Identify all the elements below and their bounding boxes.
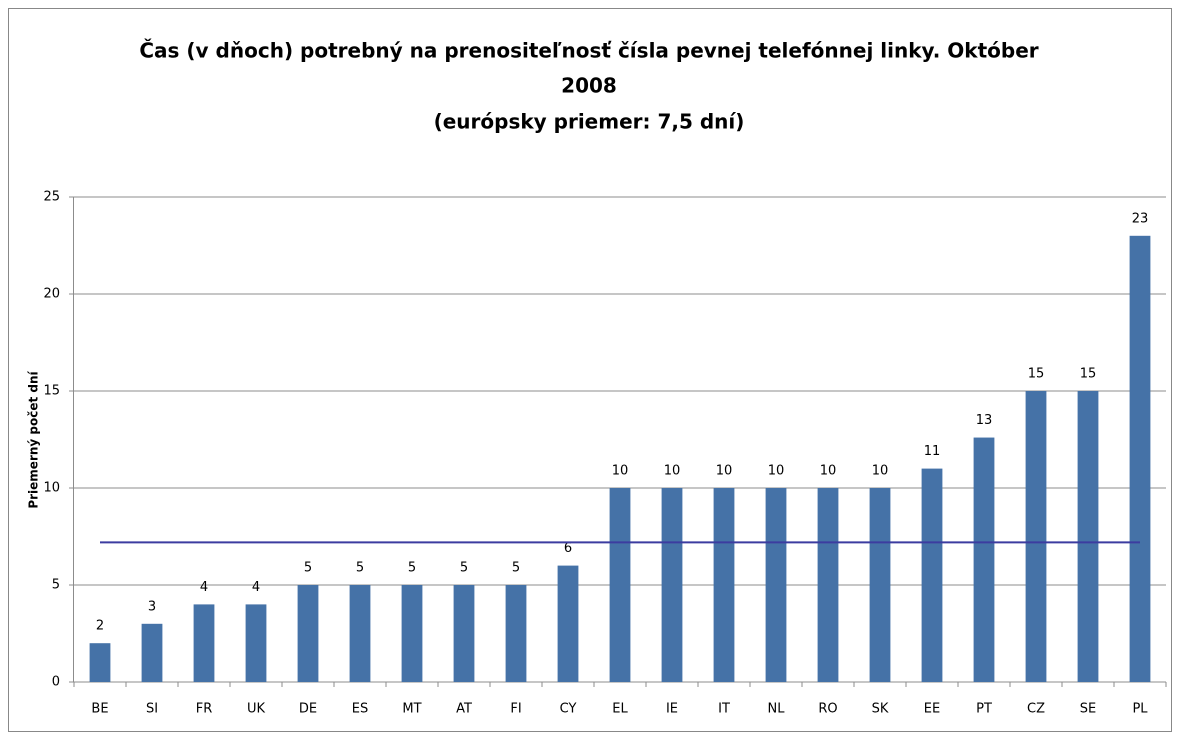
- bar: [713, 488, 735, 682]
- data-label: 10: [664, 464, 681, 479]
- data-label: 11: [924, 444, 941, 459]
- y-tick-label: 25: [43, 190, 60, 205]
- chart-title: Čas (v dňoch) potrebný na prenositeľnosť…: [139, 39, 1038, 63]
- data-label: 10: [872, 464, 889, 479]
- y-axis-label: Priemerný počet dní: [27, 370, 41, 508]
- x-tick-label: FR: [196, 702, 213, 717]
- x-tick-label: SK: [872, 702, 889, 717]
- chart-title: 2008: [561, 74, 617, 98]
- x-tick-label: PL: [1132, 702, 1148, 717]
- data-label: 10: [820, 464, 837, 479]
- bar: [349, 585, 371, 682]
- data-label: 4: [200, 580, 208, 595]
- bar: [193, 604, 215, 682]
- bar: [817, 488, 839, 682]
- data-label: 2: [96, 619, 104, 634]
- data-label: 15: [1080, 367, 1097, 382]
- x-tick-label: MT: [402, 702, 421, 717]
- data-label: 5: [408, 561, 416, 576]
- data-label: 13: [976, 413, 993, 428]
- x-tick-label: SI: [146, 702, 158, 717]
- x-tick-label: PT: [976, 702, 992, 717]
- data-label: 3: [148, 599, 156, 614]
- x-tick-label: NL: [768, 702, 786, 717]
- x-tick-label: IE: [666, 702, 678, 717]
- x-tick-label: EE: [924, 702, 940, 717]
- x-tick-label: AT: [456, 702, 472, 717]
- x-tick-label: ES: [352, 702, 368, 717]
- x-tick-label: IT: [718, 702, 730, 717]
- x-tick-label: DE: [299, 702, 317, 717]
- x-tick-label: SE: [1080, 702, 1096, 717]
- data-label: 10: [716, 464, 733, 479]
- bar: [401, 585, 423, 682]
- bar: [141, 623, 163, 682]
- y-tick-label: 20: [43, 287, 60, 302]
- data-label: 5: [304, 561, 312, 576]
- chart-subtitle: (európsky priemer: 7,5 dní): [434, 110, 745, 134]
- bar: [1077, 391, 1099, 682]
- data-label: 10: [612, 464, 629, 479]
- x-tick-label: EL: [612, 702, 628, 717]
- data-label: 5: [512, 561, 520, 576]
- y-tick-label: 0: [52, 675, 60, 690]
- x-tick-label: FI: [510, 702, 521, 717]
- x-tick-label: CY: [560, 702, 577, 717]
- bar: [245, 604, 267, 682]
- bar: [505, 585, 527, 682]
- bar: [297, 585, 319, 682]
- x-tick-label: CZ: [1027, 702, 1045, 717]
- bar: [661, 488, 683, 682]
- y-tick-label: 5: [52, 578, 60, 593]
- x-tick-label: RO: [818, 702, 837, 717]
- bar: [89, 643, 111, 682]
- data-label: 5: [356, 561, 364, 576]
- bar: [453, 585, 475, 682]
- y-tick-label: 10: [43, 481, 60, 496]
- x-tick-label: UK: [247, 702, 266, 717]
- data-label: 4: [252, 580, 260, 595]
- bar: [921, 468, 943, 682]
- bar: [557, 565, 579, 682]
- data-label: 10: [768, 464, 785, 479]
- data-label: 23: [1132, 211, 1149, 226]
- y-tick-label: 15: [43, 384, 60, 399]
- data-label: 6: [564, 541, 572, 556]
- bar: [1025, 391, 1047, 682]
- bar: [765, 488, 787, 682]
- bar: [1129, 235, 1151, 683]
- x-tick-label: BE: [91, 702, 108, 717]
- data-label: 15: [1028, 367, 1045, 382]
- bar: [609, 488, 631, 682]
- bar: [973, 437, 995, 682]
- data-label: 5: [460, 561, 468, 576]
- bar: [869, 488, 891, 682]
